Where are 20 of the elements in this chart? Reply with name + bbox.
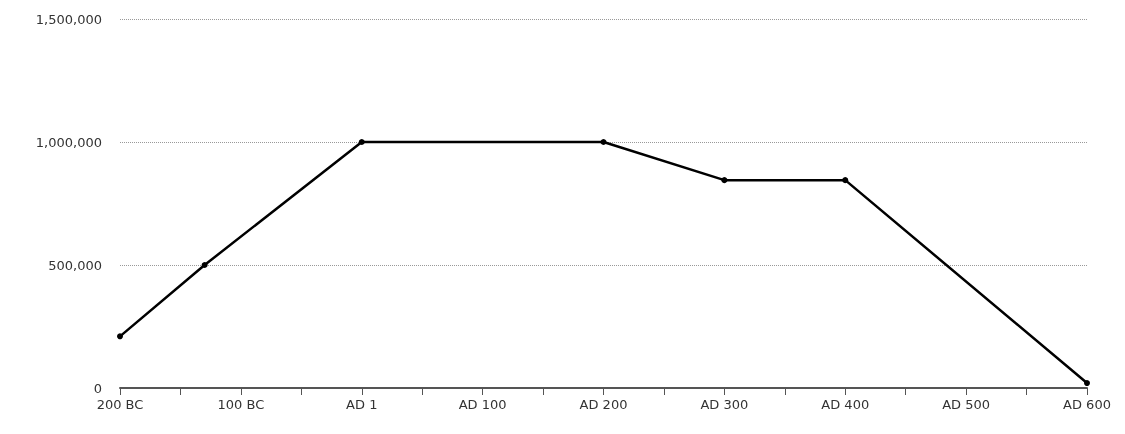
y-tick-label: 1,000,000 <box>35 134 102 150</box>
y-tick-label: 1,500,000 <box>35 11 102 27</box>
x-tick-label: AD 600 <box>1063 397 1111 412</box>
x-tick-label: 100 BC <box>217 397 265 412</box>
point <box>117 333 123 340</box>
point <box>600 139 607 145</box>
y-tick-label: 0 <box>93 380 102 396</box>
x-tick-label: AD 300 <box>700 397 749 412</box>
point <box>201 262 208 268</box>
point <box>358 139 365 145</box>
x-tick-label: AD 400 <box>821 397 870 412</box>
point <box>721 177 728 184</box>
x-tick-label: AD 1 <box>346 397 378 412</box>
x-tick-label: 200 BC <box>96 397 144 412</box>
point <box>1084 380 1090 387</box>
x-tick-label: AD 500 <box>942 397 991 412</box>
x-tick-label: AD 100 <box>458 397 507 412</box>
y-tick-label: 500,000 <box>48 257 102 273</box>
x-tick-label: AD 200 <box>579 397 628 412</box>
point <box>842 177 849 184</box>
